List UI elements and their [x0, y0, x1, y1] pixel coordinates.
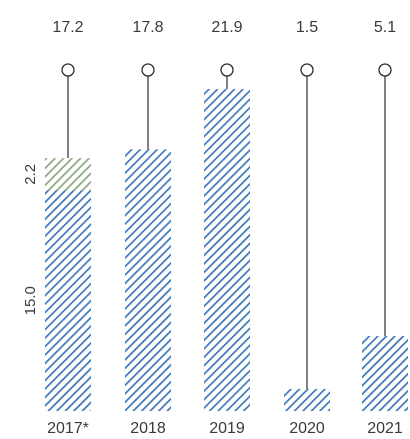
value-marker: [61, 63, 75, 77]
segment-label: 2.2: [22, 164, 39, 185]
category-label: 2017*: [47, 420, 89, 437]
value-label: 1.5: [296, 19, 318, 36]
category-label: 2020: [289, 420, 325, 437]
category-label: 2019: [209, 420, 245, 437]
value-marker: [378, 63, 392, 77]
value-marker: [141, 63, 155, 77]
category-label: 2021: [367, 420, 403, 437]
bar: [284, 388, 330, 411]
segment-label: 15.0: [22, 286, 39, 315]
category-label: 2018: [130, 420, 166, 437]
value-label: 17.2: [52, 19, 83, 36]
value-label: 17.8: [132, 19, 163, 36]
bar-segment-base: [45, 190, 91, 411]
bar: [204, 89, 250, 411]
bar: [362, 336, 408, 411]
bar-segment-added: [45, 158, 91, 191]
value-label: 21.9: [211, 19, 242, 36]
value-marker: [220, 63, 234, 77]
value-label: 5.1: [374, 19, 396, 36]
bar: [125, 149, 171, 411]
value-marker: [300, 63, 314, 77]
